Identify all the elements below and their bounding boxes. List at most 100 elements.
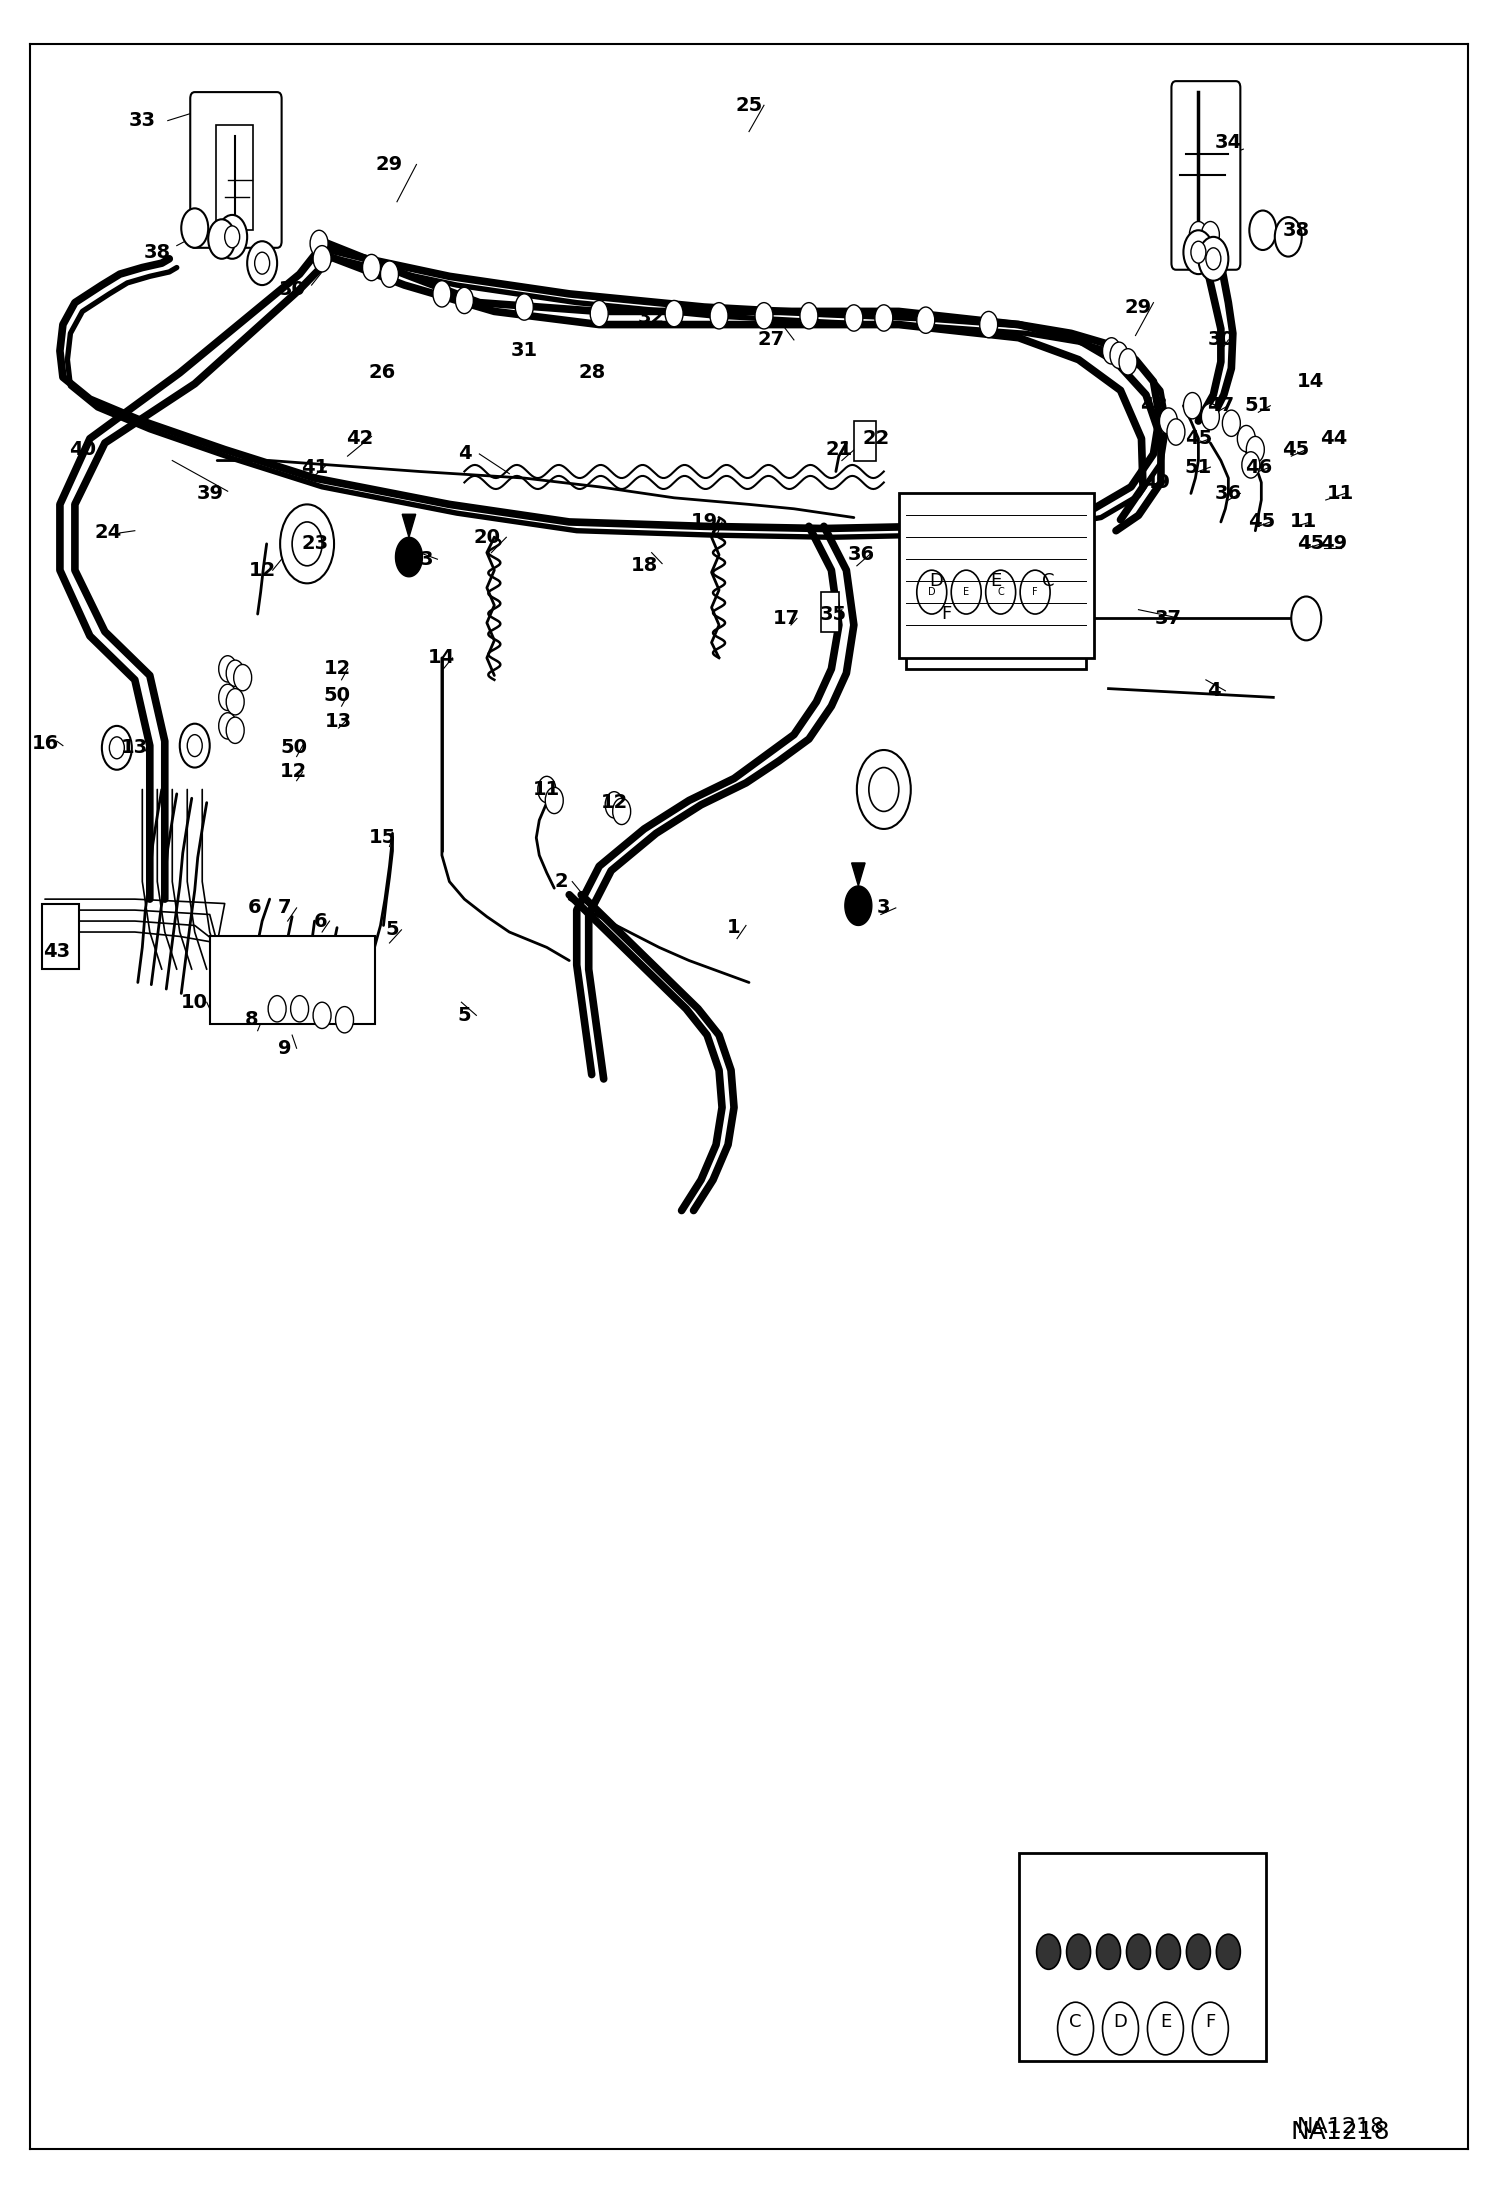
Circle shape <box>980 311 998 338</box>
Text: 4: 4 <box>1206 682 1221 700</box>
Circle shape <box>917 307 935 333</box>
Text: 36: 36 <box>848 546 875 564</box>
Polygon shape <box>845 886 872 925</box>
Circle shape <box>917 570 947 614</box>
Circle shape <box>255 252 270 274</box>
Circle shape <box>1067 1934 1091 1969</box>
Text: 5: 5 <box>385 921 400 939</box>
Circle shape <box>1189 221 1207 248</box>
Circle shape <box>363 254 380 281</box>
Text: 50: 50 <box>280 739 307 757</box>
Text: 37: 37 <box>1155 610 1182 627</box>
Circle shape <box>380 261 398 287</box>
Circle shape <box>455 287 473 314</box>
Circle shape <box>1186 1934 1210 1969</box>
Text: 6: 6 <box>313 912 328 930</box>
Text: 3: 3 <box>419 550 434 568</box>
Bar <box>854 421 876 461</box>
Text: 30: 30 <box>279 281 306 298</box>
Circle shape <box>515 294 533 320</box>
Circle shape <box>1037 1934 1061 1969</box>
Circle shape <box>1222 410 1240 436</box>
Text: 5: 5 <box>457 1007 472 1024</box>
Text: 41: 41 <box>301 458 328 476</box>
Text: 20: 20 <box>473 529 500 546</box>
Text: F: F <box>1206 2013 1215 2031</box>
Circle shape <box>226 717 244 743</box>
Circle shape <box>1275 217 1302 257</box>
Text: 45: 45 <box>1185 430 1212 447</box>
FancyBboxPatch shape <box>1171 81 1240 270</box>
Text: F: F <box>1032 588 1038 596</box>
Circle shape <box>219 684 237 711</box>
Polygon shape <box>851 864 864 886</box>
Circle shape <box>226 660 244 686</box>
Text: 45: 45 <box>1297 535 1324 553</box>
Circle shape <box>845 305 863 331</box>
Text: 15: 15 <box>369 829 395 846</box>
Text: 45: 45 <box>1248 513 1275 531</box>
Text: 12: 12 <box>601 794 628 811</box>
Text: 36: 36 <box>1215 485 1242 502</box>
Circle shape <box>336 1007 354 1033</box>
Circle shape <box>217 215 247 259</box>
Circle shape <box>605 792 623 818</box>
Circle shape <box>1191 241 1206 263</box>
Circle shape <box>1156 1934 1180 1969</box>
Text: 11: 11 <box>1327 485 1354 502</box>
Circle shape <box>292 522 322 566</box>
Bar <box>216 125 253 230</box>
Circle shape <box>181 208 208 248</box>
Text: 49: 49 <box>1320 535 1347 553</box>
Bar <box>210 936 374 1024</box>
Circle shape <box>226 689 244 715</box>
Text: 24: 24 <box>94 524 121 542</box>
Text: 40: 40 <box>69 441 96 458</box>
Circle shape <box>187 735 202 757</box>
Circle shape <box>1201 221 1219 248</box>
Circle shape <box>665 300 683 327</box>
Text: 19: 19 <box>691 513 718 531</box>
Circle shape <box>268 996 286 1022</box>
Text: 6: 6 <box>247 899 262 917</box>
Text: 8: 8 <box>244 1011 259 1029</box>
Text: D: D <box>929 572 944 590</box>
Circle shape <box>1119 349 1137 375</box>
Text: 25: 25 <box>736 96 762 114</box>
Text: 47: 47 <box>1207 397 1234 414</box>
Circle shape <box>613 798 631 825</box>
Text: 38: 38 <box>1282 221 1309 239</box>
Circle shape <box>951 570 981 614</box>
Text: 33: 33 <box>129 112 156 129</box>
Text: 35: 35 <box>819 605 846 623</box>
Circle shape <box>1020 570 1050 614</box>
Text: 49: 49 <box>1143 474 1170 491</box>
Circle shape <box>1167 419 1185 445</box>
Circle shape <box>234 664 252 691</box>
Text: 26: 26 <box>369 364 395 382</box>
Circle shape <box>545 787 563 814</box>
Circle shape <box>310 230 328 257</box>
Text: NA1218: NA1218 <box>1291 2121 1390 2143</box>
Circle shape <box>590 300 608 327</box>
Text: D: D <box>927 588 936 596</box>
Text: 28: 28 <box>578 364 605 382</box>
Circle shape <box>1192 2002 1228 2055</box>
Text: 32: 32 <box>638 309 665 327</box>
Circle shape <box>1242 452 1260 478</box>
Text: 7: 7 <box>277 899 292 917</box>
Text: 30: 30 <box>1207 331 1234 349</box>
Circle shape <box>1237 425 1255 452</box>
Circle shape <box>755 303 773 329</box>
Text: 29: 29 <box>1125 298 1152 316</box>
Circle shape <box>280 504 334 583</box>
Text: C: C <box>998 588 1004 596</box>
Bar <box>821 592 839 632</box>
Text: 10: 10 <box>181 993 208 1011</box>
Text: 51: 51 <box>1245 397 1272 414</box>
Text: 16: 16 <box>31 735 58 752</box>
Circle shape <box>1058 2002 1094 2055</box>
Text: 12: 12 <box>280 763 307 781</box>
Text: 18: 18 <box>631 557 658 575</box>
Text: 27: 27 <box>758 331 785 349</box>
